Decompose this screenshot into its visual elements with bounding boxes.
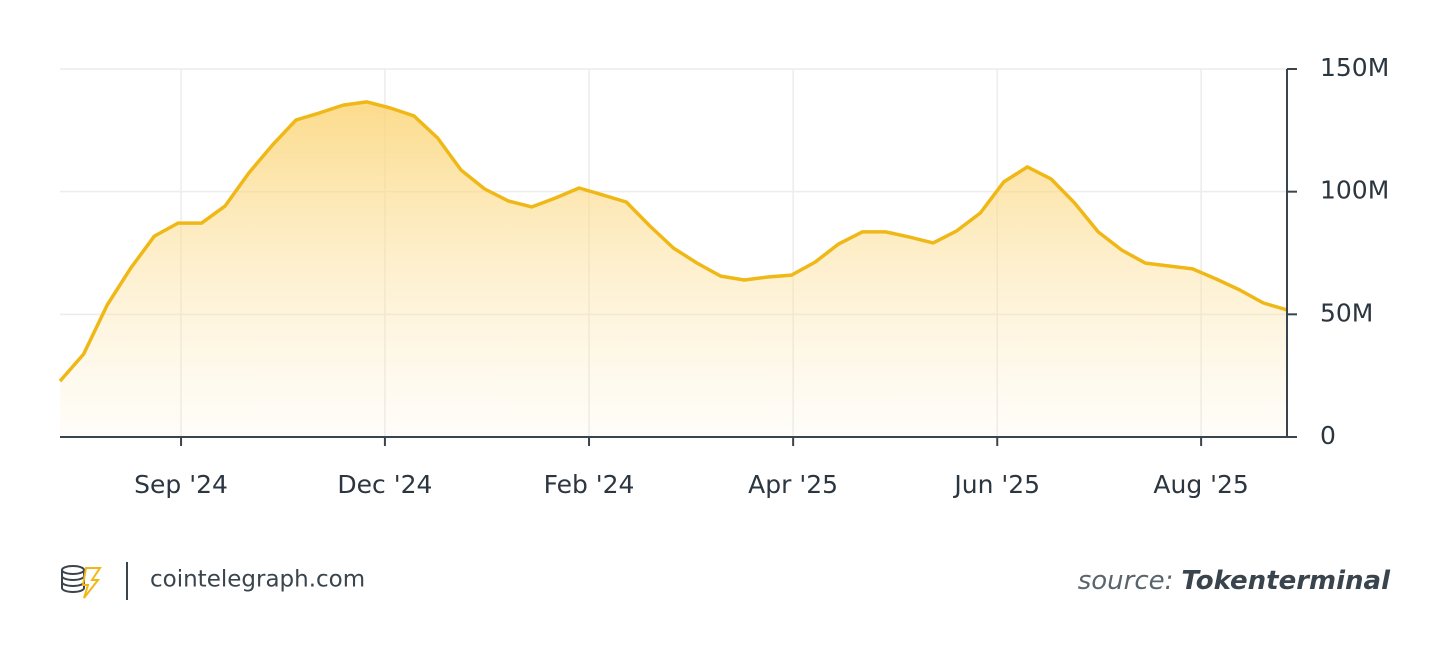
brand: cointelegraph.com <box>150 567 365 593</box>
x-tick-label: Apr '25 <box>748 470 838 499</box>
y-tick-label: 150M <box>1320 53 1389 82</box>
area-fill <box>60 101 1287 438</box>
x-tick-label: Sep '24 <box>134 470 228 499</box>
x-tick-label: Aug '25 <box>1153 470 1248 499</box>
x-tick-label: Feb '24 <box>544 470 635 499</box>
y-tick-label: 0 <box>1320 421 1336 450</box>
source-name: Tokenterminal <box>1181 566 1391 596</box>
source-label: source: <box>1078 566 1174 596</box>
y-tick-label: 100M <box>1320 176 1389 205</box>
line <box>58 100 1288 383</box>
plot <box>58 100 1288 438</box>
x-tick-label: Jun '25 <box>952 470 1040 499</box>
axes: 0 50M 100M 150M Sep '24 Dec '24 Feb '24 Apr '25… <box>60 53 1389 499</box>
source: source: Tokenterminal <box>1078 566 1391 596</box>
logo <box>61 565 102 599</box>
y-tick-label: 50M <box>1320 298 1373 327</box>
x-tick-label: Dec '24 <box>337 470 432 499</box>
